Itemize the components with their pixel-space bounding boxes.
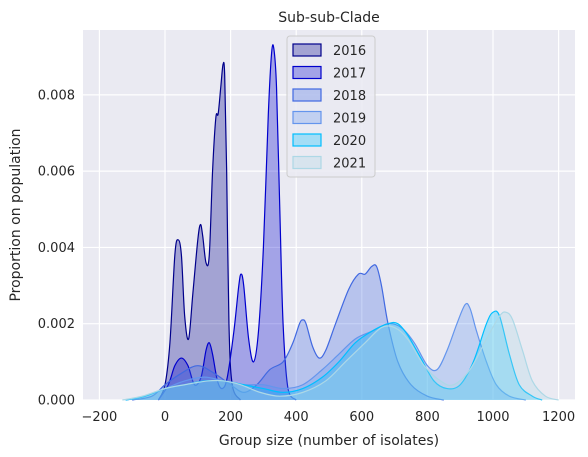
x-axis-label: Group size (number of isolates): [219, 433, 439, 449]
legend-label-2016: 2016: [333, 44, 366, 59]
x-tick-label: 600: [349, 410, 374, 425]
x-tick-label: 1200: [542, 410, 575, 425]
legend-label-2018: 2018: [333, 89, 366, 104]
x-tick-label: 0: [161, 410, 169, 425]
legend-swatch-2019: [292, 110, 322, 125]
y-tick-label: 0.006: [38, 165, 75, 180]
series-area-2019: [125, 303, 526, 400]
x-tick-label: 200: [218, 410, 243, 425]
x-tick-label: 1000: [476, 410, 509, 425]
legend-label-2019: 2019: [333, 112, 366, 127]
legend-swatch-2018: [292, 88, 322, 102]
legend-swatch-2016: [292, 43, 322, 57]
series-line-2016: [157, 61, 241, 401]
tick-labels: −200 0 200 400 600 800 1000 1200 0.000 0.002 0.004…: [38, 88, 575, 425]
y-axis-label: Proportion on population: [8, 128, 24, 301]
series-line-2021: [122, 311, 559, 401]
y-tick-label: 0.004: [38, 241, 75, 256]
x-tick-label: 800: [415, 410, 440, 425]
y-tick-label: 0.002: [38, 317, 75, 332]
series-area-2018: [132, 264, 444, 400]
series-line-2017: [157, 44, 297, 401]
legend-label-2020: 2020: [333, 134, 366, 149]
y-tick-label: 0.000: [38, 394, 75, 409]
x-tick-label: −200: [82, 410, 118, 425]
legend-swatch-2021: [292, 155, 322, 170]
grid-lines: [83, 30, 575, 401]
legend-swatch-2017: [292, 65, 322, 80]
chart-title: Sub-sub-Clade: [278, 10, 380, 26]
legend-label-2021: 2021: [333, 157, 366, 172]
legend-swatch-2020: [292, 133, 322, 147]
series-area-2021: [122, 311, 559, 400]
y-tick-label: 0.008: [38, 88, 75, 103]
x-tick-label: 400: [284, 410, 309, 425]
legend: 2016 2017 2018 2019 2020 2021: [286, 35, 376, 178]
series-areas: [122, 44, 559, 401]
legend-box: [286, 35, 376, 178]
series-area-2017: [158, 44, 297, 400]
legend-label-2017: 2017: [333, 67, 366, 82]
series-line-2018: [132, 264, 444, 401]
